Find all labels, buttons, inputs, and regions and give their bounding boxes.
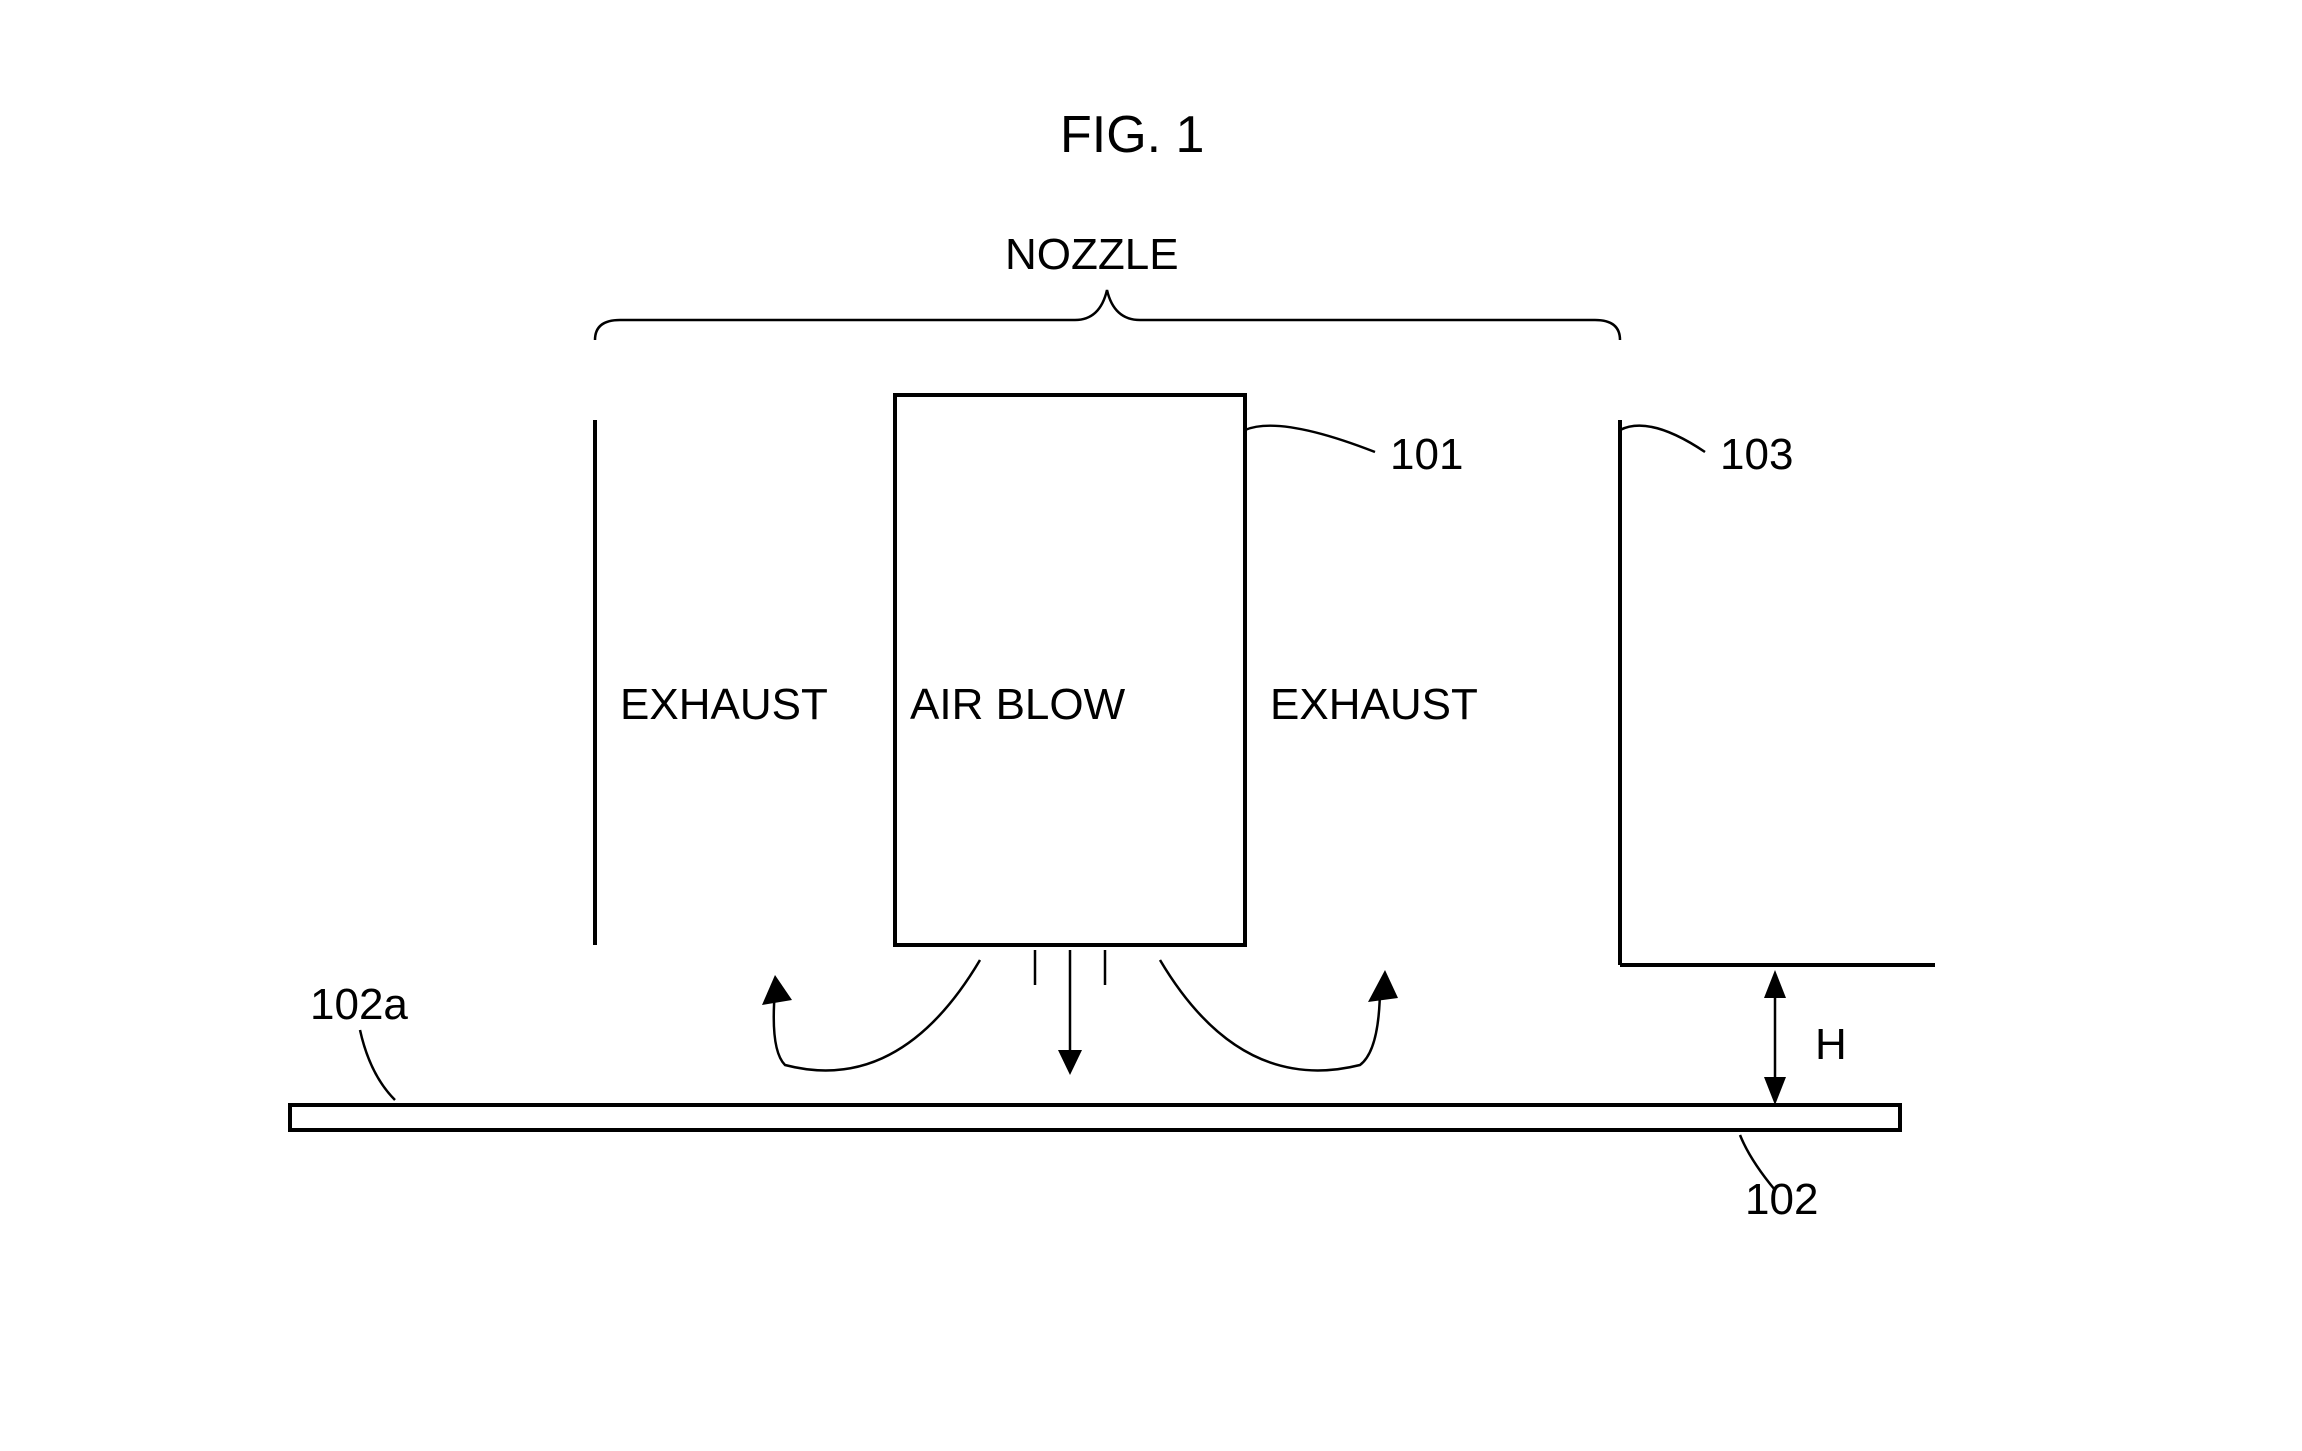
leader-101 (1245, 426, 1375, 452)
height-dimension-arrow (1764, 970, 1786, 1105)
right-flow-arrow (1160, 960, 1398, 1070)
diagram-svg (0, 0, 2302, 1451)
nozzle-brace (595, 290, 1620, 340)
air-blow-box (895, 395, 1245, 945)
center-down-arrow (1058, 950, 1082, 1075)
substrate (290, 1105, 1900, 1130)
leader-103 (1620, 426, 1705, 452)
left-flow-arrow (762, 960, 980, 1070)
leader-102 (1740, 1135, 1775, 1190)
leader-102a (360, 1030, 395, 1100)
